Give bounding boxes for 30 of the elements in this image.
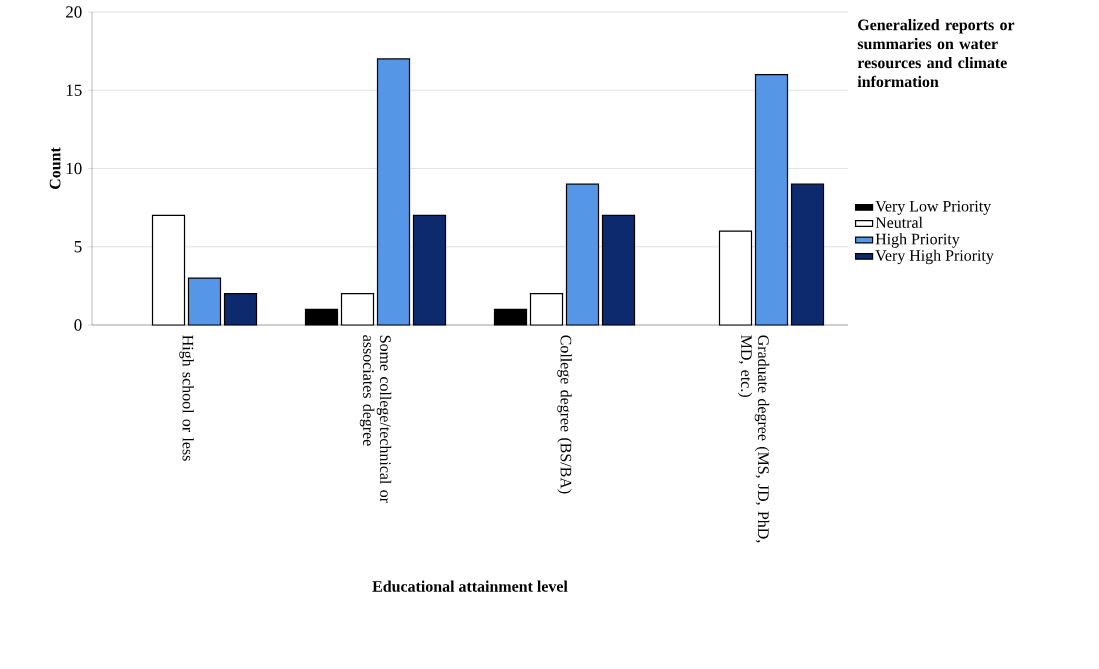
y-tick-label: 20 bbox=[66, 6, 82, 18]
bar bbox=[718, 230, 753, 326]
x-tick-label: College degree (BS/BA) bbox=[557, 335, 572, 494]
bar bbox=[493, 308, 528, 326]
bar bbox=[151, 214, 186, 326]
y-tick-label: 0 bbox=[74, 319, 82, 331]
y-axis-title: Count bbox=[49, 147, 61, 189]
y-tick-label: 5 bbox=[74, 241, 82, 253]
bar bbox=[790, 183, 825, 326]
x-tick-label: High school or less bbox=[179, 335, 194, 461]
bar bbox=[565, 183, 600, 326]
legend-label: Very High Priority bbox=[875, 249, 994, 265]
legend-title: Generalized reports or summaries on water resources and climate information bbox=[857, 19, 1015, 88]
legend-label: Neutral bbox=[875, 216, 923, 228]
bar bbox=[412, 214, 447, 326]
bar bbox=[376, 58, 411, 326]
y-tick-label: 10 bbox=[66, 162, 82, 175]
legend-label: Very Low Priority bbox=[875, 200, 992, 215]
bar bbox=[601, 214, 636, 326]
x-tick-label: Some college/technical or associates degree bbox=[359, 335, 392, 503]
bar bbox=[187, 277, 222, 326]
bar bbox=[754, 74, 789, 326]
y-tick-label: 15 bbox=[66, 84, 82, 96]
bar bbox=[223, 293, 258, 326]
x-axis-title: Educational attainment level bbox=[372, 580, 568, 592]
x-tick-label: Graduate degree (MS, JD, PhD, MD, etc.) bbox=[737, 335, 770, 543]
bar bbox=[304, 308, 339, 326]
bar bbox=[529, 293, 564, 326]
legend-label: High Priority bbox=[875, 233, 960, 248]
bar bbox=[340, 293, 375, 326]
